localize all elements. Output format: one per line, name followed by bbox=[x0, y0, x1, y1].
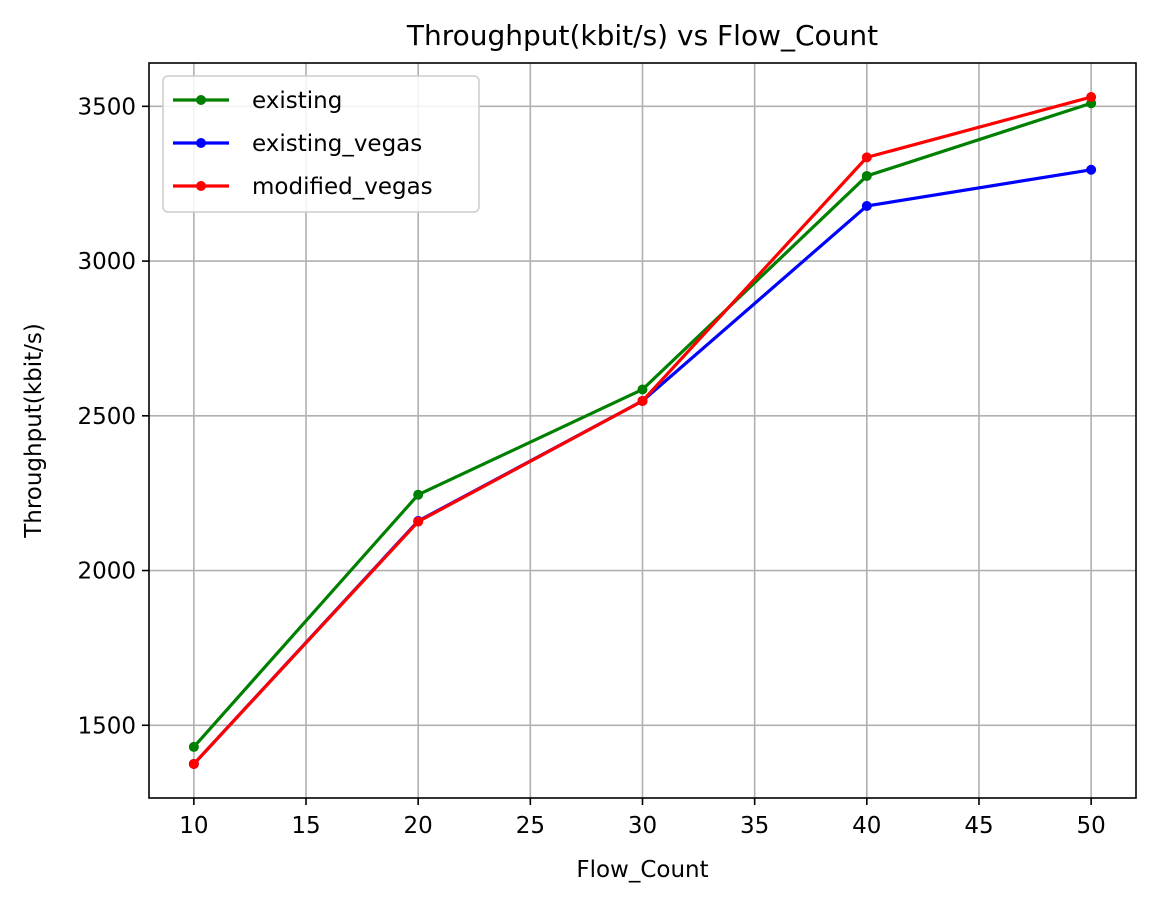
y-tick-label: 3500 bbox=[77, 94, 136, 120]
x-tick-label: 30 bbox=[628, 813, 657, 839]
legend-item: modified_vegas bbox=[173, 174, 433, 200]
data-point bbox=[1086, 164, 1097, 175]
x-tick-label: 40 bbox=[852, 813, 881, 839]
y-axis-label: Throughput(kbit/s) bbox=[21, 323, 47, 539]
x-tick-label: 25 bbox=[516, 813, 545, 839]
legend-marker bbox=[196, 95, 206, 105]
legend-label: existing bbox=[252, 88, 342, 114]
legend-item: existing_vegas bbox=[173, 131, 422, 157]
legend-label: modified_vegas bbox=[252, 174, 433, 200]
data-point bbox=[861, 152, 872, 163]
legend-marker bbox=[196, 181, 206, 191]
x-axis-label: Flow_Count bbox=[576, 857, 708, 883]
series-modified-vegas bbox=[188, 92, 1097, 769]
series-lines bbox=[188, 92, 1097, 769]
x-tick-label: 50 bbox=[1076, 813, 1105, 839]
x-tick-label: 10 bbox=[179, 813, 208, 839]
legend-item: existing bbox=[173, 88, 342, 114]
data-point bbox=[1086, 92, 1097, 103]
data-point bbox=[861, 170, 872, 181]
y-tick-label: 3000 bbox=[77, 249, 136, 275]
legend-marker bbox=[196, 138, 206, 148]
data-point bbox=[188, 741, 199, 752]
data-point bbox=[637, 384, 648, 395]
data-point bbox=[413, 516, 424, 527]
chart-title: Throughput(kbit/s) vs Flow_Count bbox=[406, 19, 878, 52]
x-tick-label: 45 bbox=[964, 813, 993, 839]
legend-box bbox=[162, 75, 480, 213]
y-tick-label: 1500 bbox=[77, 713, 136, 739]
legend: existing existing_vegas modified_vegas bbox=[162, 75, 480, 213]
series-existing bbox=[188, 98, 1097, 752]
x-tick-label: 20 bbox=[404, 813, 433, 839]
axis-ticks: 10 15 20 25 30 35 40 45 50 1500 2000 2500 3000 3500 bbox=[77, 94, 1105, 839]
data-point bbox=[861, 200, 872, 211]
data-point bbox=[413, 489, 424, 500]
data-point bbox=[188, 758, 199, 769]
data-point bbox=[637, 395, 648, 406]
y-tick-label: 2500 bbox=[77, 404, 136, 430]
y-tick-label: 2000 bbox=[77, 559, 136, 585]
x-tick-label: 15 bbox=[291, 813, 320, 839]
x-tick-label: 35 bbox=[740, 813, 769, 839]
legend-label: existing_vegas bbox=[252, 131, 422, 157]
